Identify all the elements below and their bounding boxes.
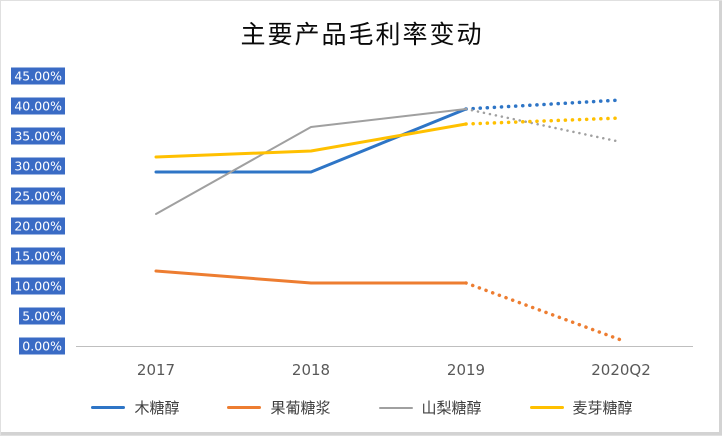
- y-tick-text: 5.00%: [19, 307, 65, 325]
- series-solid-果葡糖浆: [154, 269, 468, 285]
- y-axis-tick-label: 10.00%: [5, 277, 65, 295]
- legend: 木糖醇 果葡糖浆 山梨糖醇 麦芽糖醇: [1, 397, 722, 418]
- y-axis-tick-label: 15.00%: [5, 247, 65, 265]
- chart-title: 主要产品毛利率变动: [240, 20, 484, 49]
- legend-line-swatch: [529, 406, 564, 409]
- y-tick-text: 30.00%: [11, 157, 65, 175]
- x-axis-tick-label: 2019: [446, 361, 486, 379]
- legend-item-果葡糖浆: 果葡糖浆: [227, 397, 331, 418]
- y-axis: 45.00% 40.00% 35.00% 30.00% 25.00% 20.00% 15.0…: [1, 1, 71, 435]
- x-axis-tick-label: 2020Q2: [591, 361, 651, 379]
- series-dotted-果葡糖浆: [464, 281, 623, 342]
- y-tick-text: 35.00%: [11, 127, 65, 145]
- y-axis-tick-label: 20.00%: [5, 217, 65, 235]
- legend-label: 果葡糖浆: [270, 399, 331, 417]
- legend-label: 木糖醇: [134, 399, 180, 417]
- y-axis-tick-label: 45.00%: [5, 67, 65, 85]
- x-axis: 2017 2018 2019 2020Q2: [1, 361, 722, 383]
- y-tick-text: 25.00%: [11, 187, 65, 205]
- y-tick-text: 40.00%: [11, 97, 65, 115]
- y-tick-text: 10.00%: [11, 277, 65, 295]
- y-axis-tick-label: 30.00%: [5, 157, 65, 175]
- legend-item-木糖醇: 木糖醇: [91, 397, 179, 418]
- series-dotted-麦芽糖醇: [464, 116, 623, 126]
- y-axis-tick-label: 5.00%: [5, 307, 65, 325]
- y-axis-tick-label: 40.00%: [5, 97, 65, 115]
- y-tick-text: 20.00%: [11, 217, 65, 235]
- x-axis-tick-label: 2017: [136, 361, 176, 379]
- y-axis-tick-label: 35.00%: [5, 127, 65, 145]
- legend-label: 山梨糖醇: [421, 399, 482, 417]
- x-axis-tick-label: 2018: [291, 361, 331, 379]
- series-solid-麦芽糖醇: [154, 122, 468, 159]
- legend-item-麦芽糖醇: 麦芽糖醇: [529, 397, 633, 418]
- y-axis-tick-label: 25.00%: [5, 187, 65, 205]
- series-solid-木糖醇: [154, 107, 468, 174]
- legend-line-swatch: [227, 406, 262, 409]
- y-tick-text: 15.00%: [11, 247, 65, 265]
- series-dotted-木糖醇: [464, 98, 623, 111]
- y-axis-tick-label: 0.00%: [5, 337, 65, 355]
- legend-line-swatch: [378, 406, 413, 409]
- legend-line-swatch: [91, 406, 126, 409]
- series-solid-山梨糖醇: [155, 108, 467, 215]
- legend-item-山梨糖醇: 山梨糖醇: [378, 397, 482, 418]
- series-dotted-山梨糖醇: [464, 107, 623, 144]
- y-tick-text: 0.00%: [19, 337, 65, 355]
- legend-label: 麦芽糖醇: [572, 399, 633, 417]
- y-tick-text: 45.00%: [11, 67, 65, 85]
